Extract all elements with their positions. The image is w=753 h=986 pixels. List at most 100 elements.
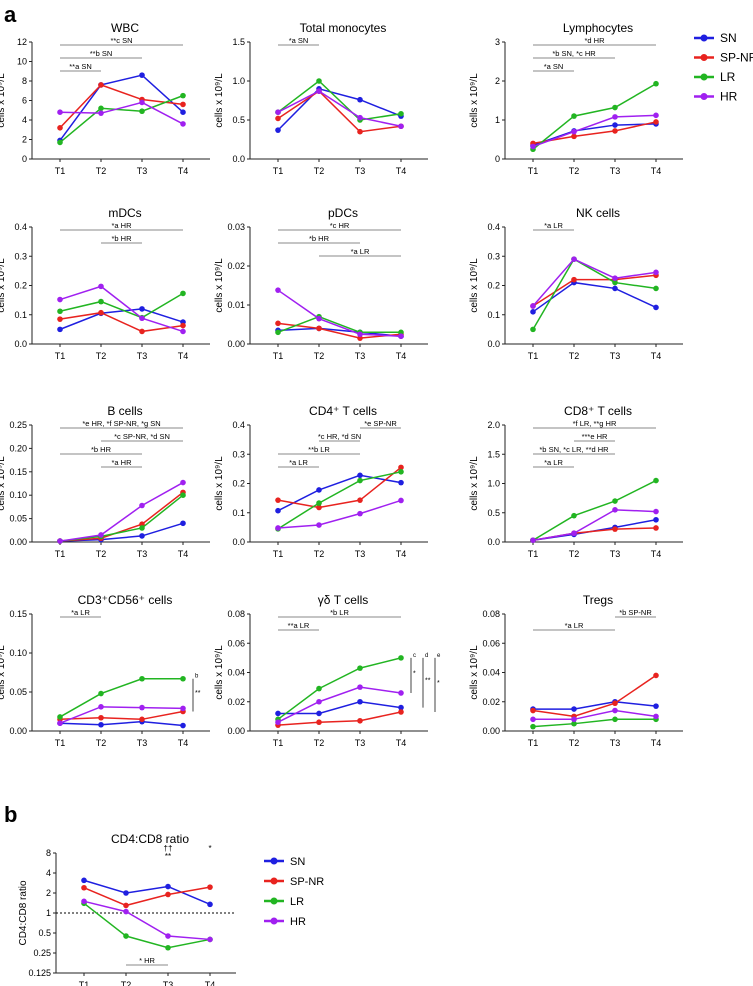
significance-label: ***e HR [582, 432, 608, 441]
data-point-hr [612, 507, 618, 513]
data-point-sn [275, 127, 281, 133]
y-tick-label: 2 [46, 888, 51, 898]
x-tick-label: T4 [178, 351, 189, 361]
y-axis-label: cells x 10⁹/L [214, 645, 225, 700]
y-tick-label: 0.2 [487, 281, 500, 291]
y-tick-label: 0.1 [232, 508, 245, 518]
series-line-sp-nr [59, 491, 184, 542]
series-line-sp-nr [277, 322, 402, 339]
data-point-sn [165, 883, 171, 890]
data-point-sn [180, 109, 186, 115]
data-point-hr [316, 88, 322, 94]
significance-label: *a LR [71, 608, 90, 617]
series-line-lr [277, 471, 402, 530]
y-tick-label: 0.20 [9, 443, 27, 453]
legend-marker-sp-nr [700, 54, 708, 61]
y-tick-label: 0.03 [227, 222, 245, 232]
chart-cd8-t-cells: CD8⁺ T cells 0.0 0.5 1.0 1.5 2.0 T1 T2 T3 T4 cells… [469, 404, 683, 559]
x-tick-label: T3 [163, 980, 174, 986]
y-tick-label: 0.08 [482, 609, 500, 619]
x-tick-label: T3 [610, 738, 621, 748]
series-line-sp-nr [83, 886, 211, 907]
data-point-sp-nr [316, 504, 322, 511]
series-line-sp-nr [59, 311, 184, 333]
y-tick-label: 0 [495, 154, 500, 164]
data-point-hr [357, 114, 363, 121]
x-tick-label: T3 [610, 351, 621, 361]
y-axis-label: cells x 10⁹/L [469, 258, 480, 313]
chart-cd3-cd56-cells: CD3⁺CD56⁺ cells 0.00 0.05 0.10 0.15 T1 T2 T3 T4 c… [0, 593, 210, 748]
x-tick-label: T3 [137, 549, 148, 559]
series-line-lr [83, 902, 211, 949]
data-point-lr [316, 78, 322, 84]
y-tick-label: 0.01 [227, 300, 245, 310]
y-tick-label: 0.05 [9, 514, 27, 524]
bracket-stars: * [413, 670, 416, 677]
series-line-lr [277, 657, 402, 720]
x-tick-label: T4 [651, 166, 662, 176]
y-tick-label: 0.25 [33, 948, 51, 958]
y-tick-label: 2 [22, 135, 27, 145]
chart-title: CD4:CD8 ratio [111, 832, 189, 846]
legend-marker-sn [270, 857, 278, 865]
data-point-lr [612, 104, 618, 111]
data-point-hr [398, 497, 404, 504]
x-tick-label: T3 [355, 351, 366, 361]
y-tick-label: 0.5 [232, 115, 245, 125]
y-tick-label: 0.4 [14, 222, 27, 232]
x-tick-label: T4 [178, 738, 189, 748]
x-tick-label: T2 [96, 166, 107, 176]
data-point-sn [653, 304, 659, 311]
y-tick-label: 0.4 [487, 222, 500, 232]
data-point-lr [57, 714, 63, 720]
significance-label: *c SP-NR, *d SN [114, 432, 170, 441]
data-point-sp-nr [653, 119, 659, 125]
y-tick-label: 0.10 [9, 648, 27, 658]
data-point-sp-nr [180, 101, 186, 108]
data-point-sp-nr [357, 335, 363, 341]
data-point-hr [275, 287, 281, 293]
series-line-hr [277, 90, 402, 127]
x-tick-label: T1 [528, 351, 539, 361]
data-point-sp-nr [207, 884, 213, 890]
data-point-sn [81, 877, 87, 884]
point-significance-mark: * [208, 844, 211, 853]
data-point-hr [571, 128, 577, 135]
significance-label: *e SP-NR [364, 419, 397, 428]
point-significance-mark: †† [164, 844, 173, 853]
x-tick-label: T3 [137, 351, 148, 361]
series-line-sp-nr [532, 674, 657, 718]
x-tick-label: T3 [610, 549, 621, 559]
y-tick-label: 0.4 [232, 420, 245, 430]
chart-title: CD3⁺CD56⁺ cells [78, 593, 173, 607]
y-tick-label: 8 [46, 848, 51, 858]
y-tick-label: 1 [495, 115, 500, 125]
significance-label: *f LR, **g HR [573, 419, 617, 428]
chart-cd4-cd8-ratio: CD4:CD8 ratio 0.125 0.25 0.5 1 2 4 8 T1 T2 T3 T4 CD4… [18, 832, 236, 986]
data-point-sp-nr [275, 320, 281, 327]
data-point-hr [275, 525, 281, 531]
x-tick-label: T1 [55, 166, 66, 176]
x-tick-label: T4 [205, 980, 216, 986]
series-line-hr [532, 114, 657, 148]
data-point-lr [57, 308, 63, 315]
significance-label: *b LR [330, 608, 349, 617]
series-line-lr [59, 677, 183, 718]
bracket-letter: b [195, 674, 199, 680]
series-line-sp-nr [277, 711, 402, 726]
legend-marker-lr [270, 897, 278, 905]
data-point-sn [207, 901, 213, 908]
y-tick-label: 0.0 [487, 537, 500, 547]
data-point-hr [123, 908, 129, 915]
data-point-sn [316, 710, 322, 717]
data-point-sp-nr [357, 717, 363, 724]
series-line-sp-nr [59, 84, 184, 129]
legend-label-sp-nr: SP-NR [290, 876, 324, 888]
series-line-sn [59, 308, 184, 331]
data-point-lr [139, 525, 145, 531]
y-tick-label: 0.2 [232, 479, 245, 489]
x-tick-label: T2 [96, 738, 107, 748]
y-tick-label: 0.3 [232, 449, 245, 459]
chart-tregs: Tregs 0.00 0.02 0.04 0.06 0.08 T1 T2 T3 T4 cells x… [469, 593, 683, 748]
